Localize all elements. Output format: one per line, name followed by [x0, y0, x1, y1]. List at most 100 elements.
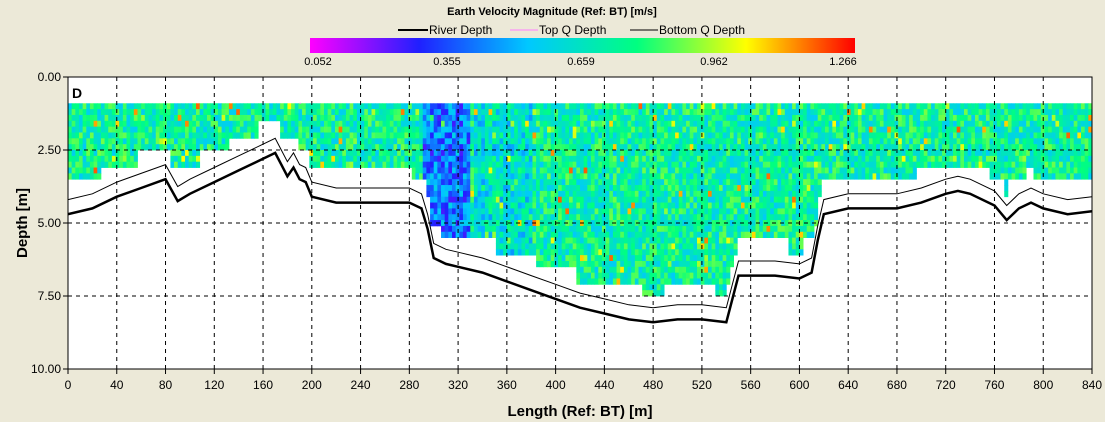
- heatmap-cell: [755, 161, 760, 168]
- heatmap-cell: [806, 173, 811, 180]
- heatmap-cell: [393, 150, 398, 157]
- heatmap-cell: [901, 126, 906, 133]
- heatmap-cell: [1018, 161, 1023, 168]
- heatmap-cell: [1040, 126, 1045, 133]
- heatmap-cell: [985, 150, 990, 157]
- heatmap-cell: [744, 202, 749, 209]
- heatmap-cell: [481, 179, 486, 186]
- heatmap-cell: [876, 138, 881, 145]
- heatmap-cell: [1066, 144, 1071, 151]
- heatmap-cell: [510, 190, 515, 198]
- heatmap-cell: [740, 173, 745, 180]
- heatmap-cell: [773, 167, 778, 174]
- heatmap-cell: [82, 120, 87, 128]
- heatmap-cell: [634, 126, 639, 133]
- x-tick-label: 0: [65, 378, 72, 392]
- heatmap-cell: [408, 155, 413, 163]
- heatmap-cell: [964, 114, 969, 122]
- heatmap-cell: [97, 132, 102, 139]
- heatmap-cell: [316, 114, 321, 122]
- heatmap-cell: [82, 109, 87, 116]
- heatmap-cell: [503, 196, 508, 203]
- heatmap-cell: [170, 161, 175, 168]
- heatmap-cell: [1033, 155, 1038, 163]
- heatmap-cell: [854, 103, 859, 110]
- heatmap-cell: [883, 173, 888, 180]
- heatmap-cell: [367, 120, 372, 128]
- heatmap-cell: [583, 103, 588, 110]
- heatmap-cell: [671, 103, 676, 110]
- heatmap-cell: [495, 190, 500, 198]
- heatmap-cell: [649, 155, 654, 163]
- heatmap-cell: [660, 255, 665, 262]
- heatmap-cell: [704, 220, 709, 227]
- heatmap-cell: [656, 109, 661, 116]
- heatmap-cell: [580, 126, 585, 133]
- heatmap-cell: [795, 161, 800, 168]
- heatmap-cell: [817, 173, 822, 180]
- heatmap-cell: [638, 237, 643, 244]
- heatmap-cell: [495, 150, 500, 157]
- heatmap-cell: [777, 220, 782, 227]
- heatmap-cell: [590, 109, 596, 116]
- heatmap-cell: [532, 196, 537, 203]
- heatmap-cell: [558, 114, 563, 122]
- heatmap-cell: [503, 144, 508, 151]
- heatmap-cell: [656, 167, 661, 174]
- heatmap-cell: [119, 114, 124, 122]
- heatmap-cell: [554, 103, 559, 110]
- heatmap-cell: [1073, 167, 1078, 174]
- heatmap-cell: [949, 138, 954, 145]
- heatmap-cell: [942, 138, 947, 145]
- heatmap-cell: [558, 103, 563, 110]
- heatmap-cell: [682, 196, 687, 203]
- heatmap-cell: [543, 109, 548, 116]
- heatmap-cell: [846, 167, 852, 174]
- heatmap-cell: [923, 155, 928, 163]
- heatmap-cell: [803, 231, 808, 238]
- heatmap-cell: [75, 132, 80, 139]
- heatmap-cell: [514, 109, 519, 116]
- heatmap-cell: [792, 243, 797, 250]
- heatmap-cell: [989, 109, 994, 116]
- heatmap-cell: [580, 231, 585, 238]
- heatmap-cell: [656, 243, 661, 250]
- heatmap-cell: [506, 114, 511, 122]
- heatmap-cell: [755, 185, 760, 192]
- heatmap-cell: [576, 144, 581, 151]
- heatmap-cell: [426, 114, 431, 122]
- heatmap-cell: [660, 132, 665, 139]
- heatmap-cell: [1062, 126, 1067, 133]
- heatmap-cell: [795, 214, 800, 221]
- heatmap-cell: [879, 138, 884, 145]
- heatmap-cell: [437, 161, 442, 168]
- heatmap-cell: [422, 138, 427, 145]
- heatmap-cell: [1073, 103, 1078, 110]
- heatmap-cell: [806, 138, 811, 145]
- heatmap-cell: [792, 150, 797, 157]
- heatmap-cell: [942, 161, 947, 168]
- heatmap-cell: [1070, 109, 1075, 116]
- heatmap-cell: [437, 185, 442, 192]
- heatmap-cell: [722, 214, 727, 221]
- heatmap-cell: [185, 138, 190, 145]
- heatmap-cell: [594, 190, 599, 198]
- heatmap-cell: [569, 237, 574, 244]
- heatmap-cell: [609, 179, 614, 186]
- heatmap-cell: [656, 173, 661, 180]
- heatmap-cell: [561, 132, 566, 139]
- heatmap-cell: [261, 103, 266, 110]
- heatmap-cell: [294, 109, 299, 116]
- heatmap-cell: [536, 155, 541, 163]
- heatmap-cell: [598, 179, 603, 186]
- heatmap-cell: [664, 173, 669, 180]
- heatmap-cell: [667, 196, 672, 203]
- heatmap-cell: [733, 185, 738, 192]
- heatmap-cell: [744, 161, 749, 168]
- heatmap-cell: [638, 278, 643, 285]
- heatmap-cell: [104, 120, 109, 128]
- heatmap-cell: [133, 109, 138, 116]
- heatmap-cell: [492, 214, 497, 221]
- heatmap-cell: [462, 155, 468, 163]
- heatmap-cell: [452, 114, 457, 122]
